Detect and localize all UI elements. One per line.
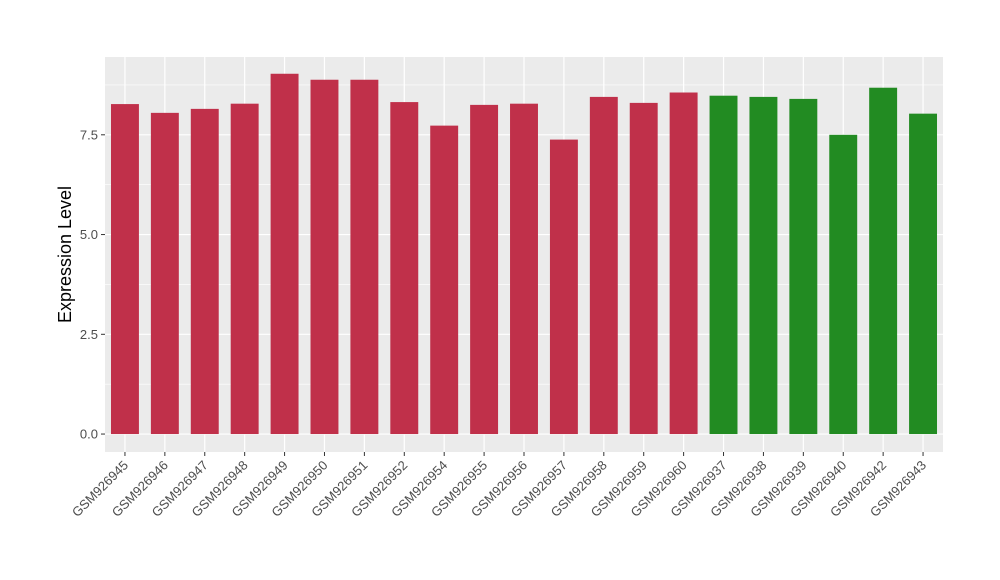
bar-GSM926942 <box>869 87 898 435</box>
bar-GSM926955 <box>470 104 499 435</box>
bar-GSM926954 <box>430 125 459 435</box>
bar-GSM926940 <box>829 134 858 435</box>
y-tick-label: 2.5 <box>80 327 98 342</box>
bar-GSM926959 <box>629 102 658 435</box>
bar-GSM926948 <box>230 103 259 435</box>
bar-GSM926943 <box>909 113 938 435</box>
bar-GSM926949 <box>270 73 299 435</box>
y-tick-label: 7.5 <box>80 127 98 142</box>
bar-GSM926937 <box>709 95 738 435</box>
y-axis-title: Expression Level <box>55 186 75 323</box>
bar-GSM926960 <box>669 92 698 435</box>
y-axis: 0.0 2.5 5.0 7.5 <box>80 127 105 442</box>
bar-GSM926946 <box>150 112 179 435</box>
y-tick-label: 0.0 <box>80 427 98 442</box>
y-tick-label: 5.0 <box>80 227 98 242</box>
bar-GSM926958 <box>589 96 618 435</box>
bar-GSM926945 <box>110 104 139 435</box>
bar-GSM926956 <box>510 103 538 435</box>
bar-GSM926952 <box>390 102 419 435</box>
bar-GSM926938 <box>749 96 778 435</box>
bar-GSM926947 <box>190 108 219 435</box>
x-axis: GSM926945GSM926946GSM926947GSM926948GSM9… <box>69 452 929 520</box>
bar-GSM926950 <box>310 79 339 435</box>
bar-GSM926957 <box>549 139 578 435</box>
bar-GSM926939 <box>789 98 818 435</box>
bars <box>110 73 938 435</box>
bar-GSM926951 <box>350 79 379 435</box>
